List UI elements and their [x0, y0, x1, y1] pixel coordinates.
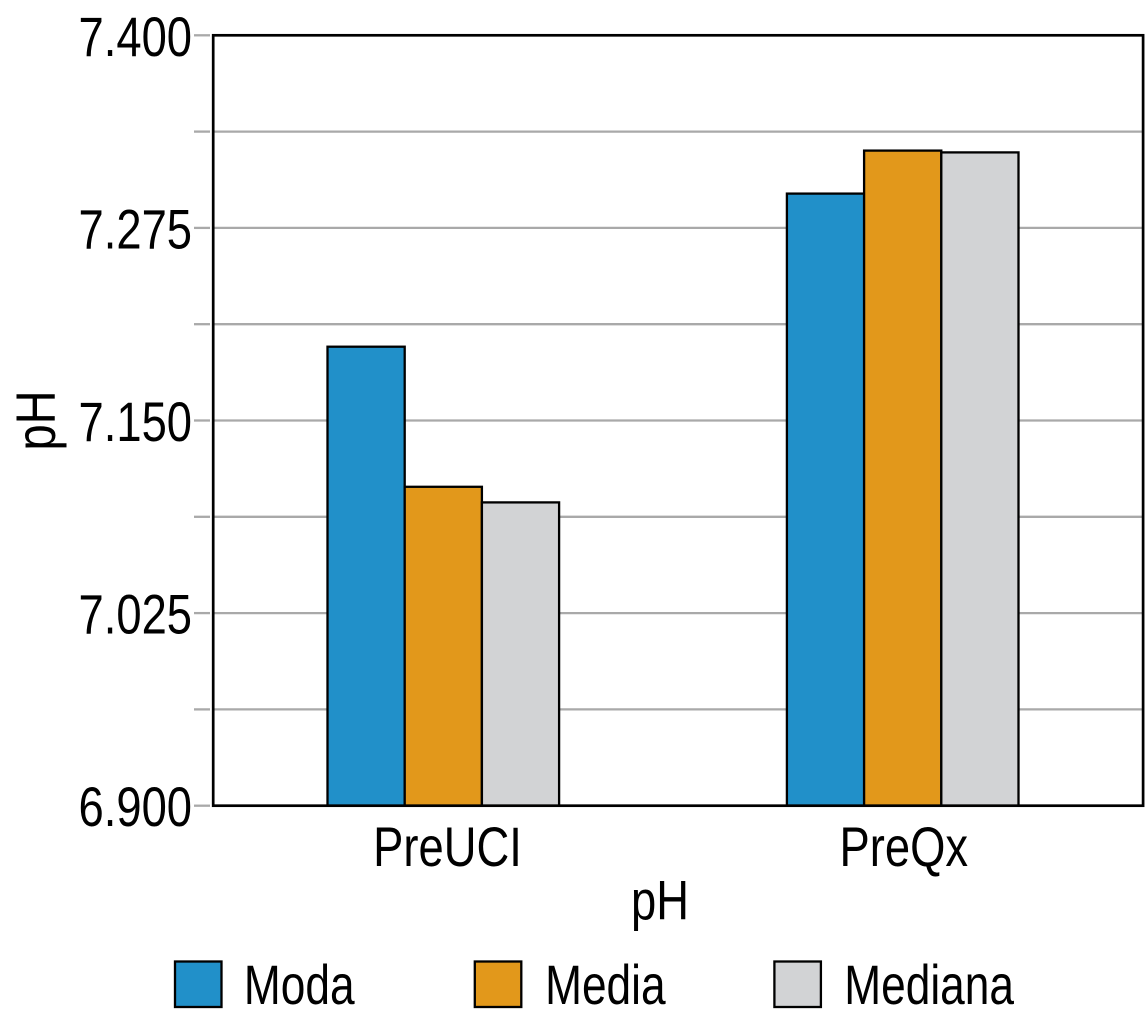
svg-text:Moda: Moda [244, 953, 355, 1016]
svg-text:Mediana: Mediana [844, 953, 1014, 1016]
svg-text:pH: pH [4, 390, 67, 450]
svg-text:PreQx: PreQx [840, 815, 968, 878]
svg-text:7.275: 7.275 [79, 198, 192, 261]
svg-text:7.400: 7.400 [79, 5, 192, 68]
svg-text:7.025: 7.025 [79, 583, 192, 646]
svg-text:Media: Media [545, 953, 666, 1016]
svg-text:PreUCI: PreUCI [373, 815, 522, 878]
svg-text:6.900: 6.900 [79, 776, 192, 839]
svg-text:pH: pH [631, 869, 689, 932]
svg-text:7.150: 7.150 [79, 390, 192, 453]
